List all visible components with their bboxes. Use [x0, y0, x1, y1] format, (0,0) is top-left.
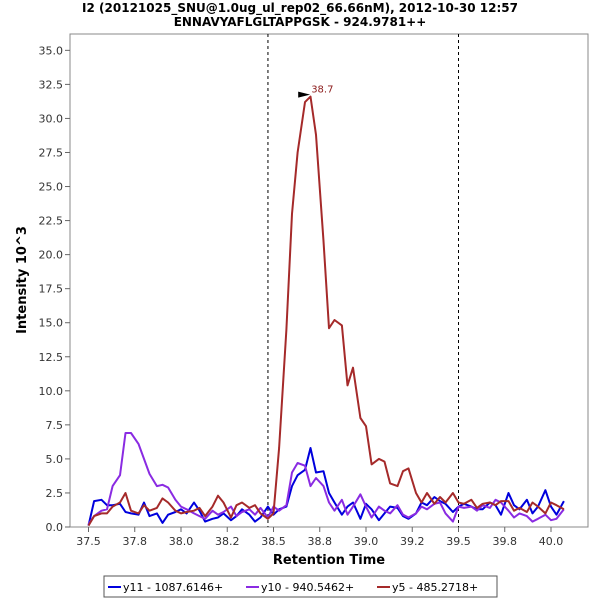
y-tick-label: 12.5 [39, 351, 64, 364]
y-tick-label: 17.5 [39, 283, 64, 296]
y-axis: 0.0 2.5 5.0 7.5 10.0 12.5 15.0 17.5 20.0 22.5 25.0… [39, 44, 70, 534]
series-line-y10 [87, 432, 565, 525]
series-line-y11 [87, 447, 565, 526]
x-tick-label: 39.8 [493, 535, 518, 548]
x-axis: 37.5 37.8 38.0 38.2 38.5 38.8 39.0 39.2 39.5 39.8… [76, 527, 563, 548]
x-tick-label: 38.5 [261, 535, 286, 548]
y-tick-label: 15.0 [39, 317, 64, 330]
legend-label-y11: y11 - 1087.6146+ [123, 581, 223, 594]
x-tick-label: 37.8 [123, 535, 148, 548]
y-tick-label: 2.5 [46, 487, 64, 500]
y-tick-label: 22.5 [39, 215, 64, 228]
y-tick-label: 27.5 [39, 146, 64, 159]
peak-boundaries [267, 34, 459, 527]
series-layer [87, 95, 565, 527]
y-tick-label: 25.0 [39, 181, 64, 194]
y-tick-label: 10.0 [39, 385, 64, 398]
legend-label-y5: y5 - 485.2718+ [392, 581, 478, 594]
plot-area [69, 33, 589, 528]
legend-label-y10: y10 - 940.5462+ [261, 581, 354, 594]
chart-title-line2: ENNAVYAFLGLTAPPGSK - 924.9781++ [174, 15, 427, 29]
y-tick-label: 35.0 [39, 44, 64, 57]
chart-title-line1: I2 (20121025_SNU@1.0ug_ul_rep02_66.66nM)… [82, 1, 518, 16]
x-tick-label: 39.5 [446, 535, 471, 548]
legend: y11 - 1087.6146+ y10 - 940.5462+ y5 - 48… [103, 575, 498, 598]
peak-annotation: 38.7 [298, 85, 333, 98]
y-tick-label: 30.0 [39, 112, 64, 125]
legend-box [103, 575, 498, 598]
peak-marker-icon [298, 91, 311, 98]
y-tick-label: 5.0 [46, 453, 64, 466]
y-tick-label: 20.0 [39, 249, 64, 262]
y-tick-label: 7.5 [46, 419, 64, 432]
x-tick-label: 37.5 [76, 535, 101, 548]
x-tick-label: 40.0 [539, 535, 564, 548]
x-axis-label: Retention Time [273, 553, 385, 568]
y-tick-label: 0.0 [46, 521, 64, 534]
x-tick-label: 39.0 [354, 535, 379, 548]
x-tick-label: 39.2 [400, 535, 425, 548]
x-tick-label: 38.8 [308, 535, 333, 548]
y-tick-label: 32.5 [39, 78, 64, 91]
peak-annotation-label: 38.7 [311, 85, 333, 96]
series-line-y5 [87, 95, 565, 527]
x-tick-label: 38.0 [169, 535, 194, 548]
x-tick-label: 38.2 [215, 535, 240, 548]
y-axis-label: Intensity 10^3 [15, 226, 30, 334]
